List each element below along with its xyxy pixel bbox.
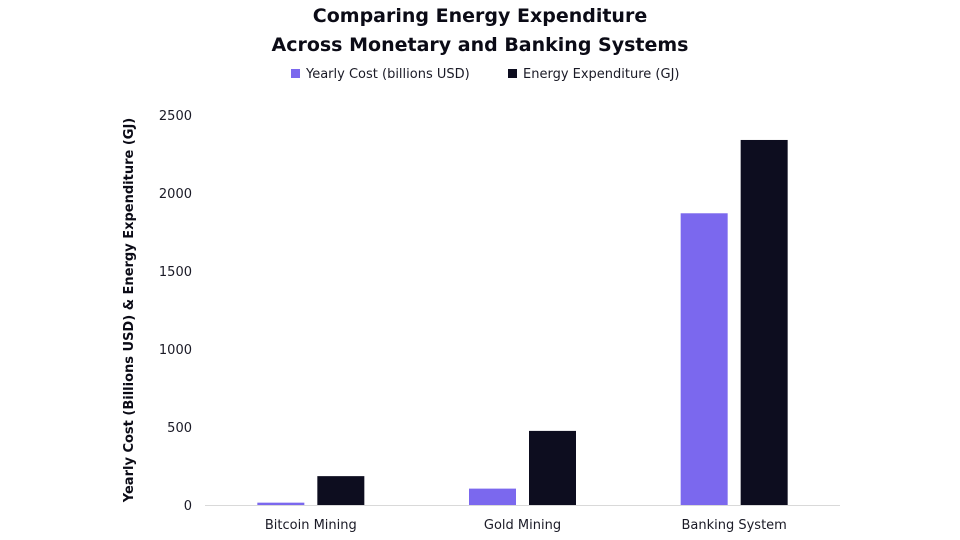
y-axis-label: Yearly Cost (Billions USD) & Energy Expe… bbox=[122, 118, 137, 503]
bar-bitcoin-mining-series-1 bbox=[257, 502, 305, 505]
bar-banking-system-series-1 bbox=[680, 213, 728, 505]
y-axis: 0 500 1000 1500 2000 2500 bbox=[159, 109, 192, 514]
y-tick-label: 2500 bbox=[159, 109, 192, 124]
bar-gold-mining-series-2 bbox=[529, 430, 576, 505]
legend-swatch-2 bbox=[508, 69, 517, 78]
chart-title-line-1: Comparing Energy Expenditure bbox=[312, 5, 648, 27]
legend-swatch-1 bbox=[291, 69, 300, 78]
bars bbox=[257, 139, 788, 505]
x-tick-label: Banking System bbox=[681, 518, 786, 533]
chart-title-line-2: Across Monetary and Banking Systems bbox=[271, 34, 689, 56]
y-tick-label: 1000 bbox=[159, 343, 192, 358]
y-tick-label: 1500 bbox=[159, 265, 192, 280]
legend: Yearly Cost (billions USD) Energy Expendi… bbox=[291, 67, 679, 82]
y-tick-label: 0 bbox=[184, 499, 192, 514]
bar-gold-mining-series-1 bbox=[469, 488, 516, 505]
legend-label-2: Energy Expenditure (GJ) bbox=[523, 67, 679, 82]
y-tick-label: 2000 bbox=[159, 187, 192, 202]
x-axis: Bitcoin Mining Gold Mining Banking System bbox=[205, 505, 840, 533]
y-tick-label: 500 bbox=[167, 421, 192, 436]
bar-bitcoin-mining-series-2 bbox=[317, 476, 365, 505]
x-tick-label: Gold Mining bbox=[484, 518, 561, 533]
bar-banking-system-series-2 bbox=[740, 139, 788, 505]
x-tick-label: Bitcoin Mining bbox=[265, 518, 357, 533]
legend-label-1: Yearly Cost (billions USD) bbox=[305, 67, 470, 82]
